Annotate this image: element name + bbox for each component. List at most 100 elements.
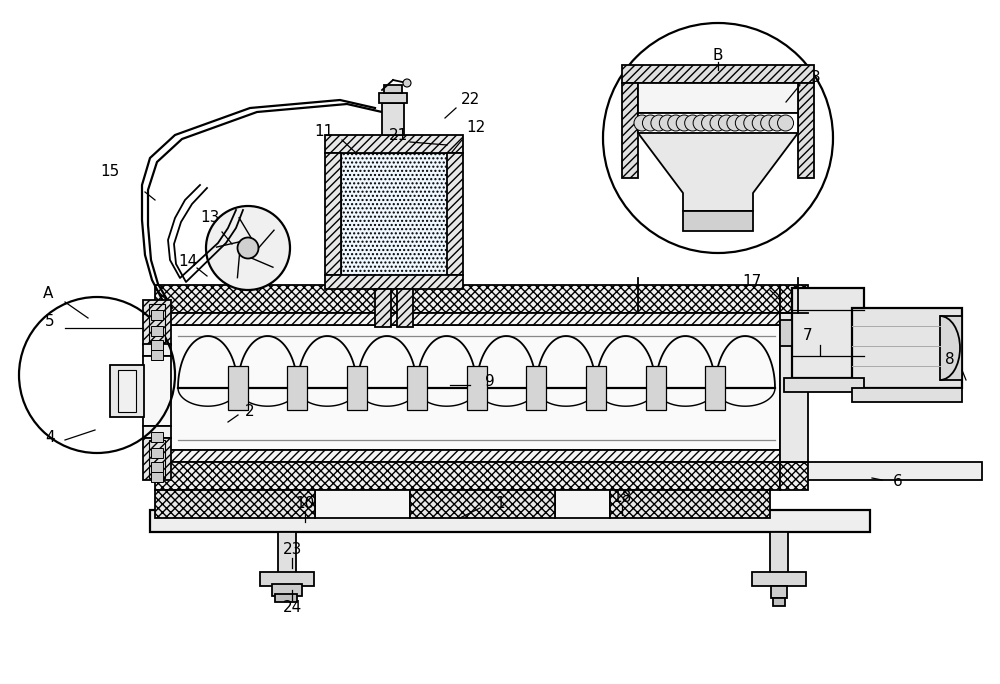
Bar bbox=[555, 490, 610, 518]
Bar bbox=[780, 313, 808, 462]
Circle shape bbox=[693, 115, 709, 131]
Bar bbox=[315, 490, 410, 518]
Bar bbox=[410, 490, 555, 518]
Bar bbox=[143, 300, 171, 345]
Bar bbox=[792, 288, 864, 378]
Bar bbox=[638, 113, 798, 133]
Text: 4: 4 bbox=[45, 430, 55, 445]
Text: A: A bbox=[43, 285, 53, 300]
Text: 6: 6 bbox=[893, 475, 903, 490]
Bar bbox=[228, 366, 248, 410]
Circle shape bbox=[702, 115, 718, 131]
Bar bbox=[407, 366, 427, 410]
Bar bbox=[798, 83, 814, 178]
Circle shape bbox=[676, 115, 692, 131]
Text: 13: 13 bbox=[200, 211, 220, 226]
Text: 5: 5 bbox=[45, 315, 55, 330]
Circle shape bbox=[752, 115, 768, 131]
Bar bbox=[526, 366, 546, 410]
Circle shape bbox=[718, 115, 734, 131]
Bar bbox=[118, 370, 136, 412]
Bar bbox=[940, 316, 962, 380]
Text: 17: 17 bbox=[742, 274, 762, 289]
Bar bbox=[780, 285, 808, 313]
Bar bbox=[155, 490, 315, 518]
Text: 12: 12 bbox=[466, 120, 486, 135]
Bar bbox=[780, 320, 792, 346]
Text: B: B bbox=[713, 47, 723, 62]
Bar bbox=[347, 366, 367, 410]
Text: 24: 24 bbox=[283, 601, 303, 616]
Bar bbox=[646, 366, 666, 410]
Polygon shape bbox=[638, 133, 798, 211]
Bar bbox=[705, 366, 725, 410]
Circle shape bbox=[634, 115, 650, 131]
Circle shape bbox=[761, 115, 777, 131]
Bar bbox=[780, 462, 808, 490]
Bar bbox=[143, 438, 171, 480]
Bar bbox=[143, 356, 171, 426]
Bar bbox=[771, 586, 787, 598]
Bar bbox=[375, 289, 391, 327]
Text: 2: 2 bbox=[245, 404, 255, 419]
Bar bbox=[610, 490, 770, 518]
Bar bbox=[149, 440, 165, 478]
Bar bbox=[341, 153, 447, 275]
Bar bbox=[683, 211, 753, 231]
Bar bbox=[325, 153, 341, 275]
Bar bbox=[150, 510, 870, 532]
Bar bbox=[155, 325, 780, 450]
Bar bbox=[325, 135, 463, 153]
Bar bbox=[325, 275, 463, 289]
Bar bbox=[622, 65, 814, 83]
Circle shape bbox=[685, 115, 701, 131]
Text: 18: 18 bbox=[612, 490, 632, 505]
Text: 8: 8 bbox=[945, 352, 955, 367]
Bar bbox=[773, 598, 785, 606]
Bar bbox=[287, 366, 307, 410]
Bar bbox=[752, 572, 806, 586]
Bar bbox=[143, 344, 171, 356]
Bar bbox=[586, 366, 606, 410]
Circle shape bbox=[206, 206, 290, 290]
Circle shape bbox=[727, 115, 743, 131]
Bar bbox=[852, 388, 962, 402]
Text: 23: 23 bbox=[283, 542, 303, 557]
Circle shape bbox=[238, 237, 258, 259]
Circle shape bbox=[778, 115, 794, 131]
Circle shape bbox=[769, 115, 785, 131]
Bar bbox=[784, 378, 864, 392]
Circle shape bbox=[668, 115, 684, 131]
Bar bbox=[384, 85, 402, 93]
Circle shape bbox=[403, 79, 411, 87]
Bar bbox=[852, 308, 962, 388]
Bar bbox=[782, 462, 982, 480]
Text: 10: 10 bbox=[295, 497, 315, 512]
Bar bbox=[151, 326, 163, 336]
Bar bbox=[151, 350, 163, 360]
Circle shape bbox=[735, 115, 751, 131]
Bar bbox=[397, 289, 413, 327]
Bar bbox=[278, 532, 296, 574]
Circle shape bbox=[659, 115, 675, 131]
Bar bbox=[151, 472, 163, 482]
Text: 1: 1 bbox=[495, 495, 505, 510]
Bar bbox=[155, 313, 780, 325]
Bar bbox=[155, 285, 780, 313]
Circle shape bbox=[744, 115, 760, 131]
Text: 22: 22 bbox=[460, 92, 480, 107]
Bar bbox=[770, 532, 788, 574]
Bar bbox=[622, 83, 638, 178]
Bar bbox=[110, 365, 144, 417]
Bar bbox=[638, 83, 798, 113]
Text: 14: 14 bbox=[178, 254, 198, 269]
Bar bbox=[149, 304, 165, 342]
Text: 3: 3 bbox=[811, 70, 821, 86]
Bar bbox=[260, 572, 314, 586]
Circle shape bbox=[651, 115, 667, 131]
Bar bbox=[151, 310, 163, 320]
Bar bbox=[151, 462, 163, 472]
Text: 15: 15 bbox=[100, 164, 120, 179]
Bar bbox=[155, 462, 780, 490]
Bar bbox=[447, 153, 463, 275]
